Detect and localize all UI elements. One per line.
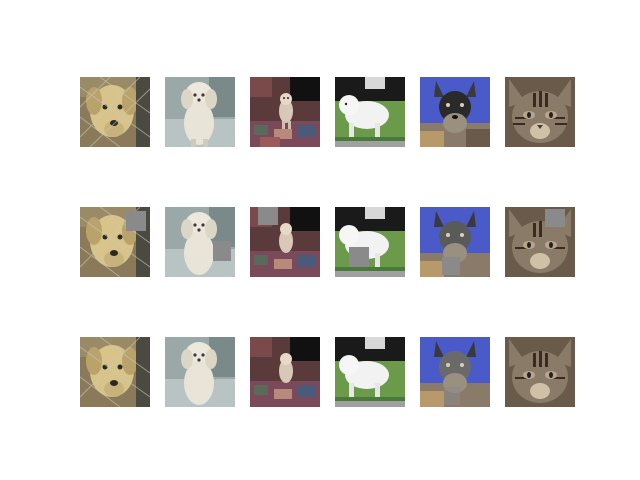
white-dog-image <box>165 337 235 407</box>
white-dog-grass-image <box>335 77 405 147</box>
tile-white-dog-grass-occluded <box>335 207 405 277</box>
small-dog-blanket-image <box>250 337 320 407</box>
reconstruction-artifact <box>444 387 460 405</box>
white-dog-image <box>165 77 235 147</box>
occlusion-patch <box>213 241 231 261</box>
tile-small-dog-blanket-occluded <box>250 207 320 277</box>
tile-dark-dog-blue <box>420 77 490 147</box>
tile-white-dog-grass <box>335 77 405 147</box>
tile-tabby-cat <box>505 77 575 147</box>
tile-tabby-cat-reconstructed <box>505 337 575 407</box>
white-dog-grass-image <box>335 337 405 407</box>
tile-white-dog-grass-reconstructed <box>335 337 405 407</box>
occlusion-patch <box>258 207 278 225</box>
row-reconstructed <box>80 337 576 407</box>
tabby-cat-image <box>505 337 575 407</box>
row-original <box>80 77 576 147</box>
small-dog-blanket-image <box>250 207 320 277</box>
small-dog-blanket-image <box>250 77 320 147</box>
tile-tan-dog <box>80 77 150 147</box>
occlusion-patch <box>545 209 565 227</box>
tile-small-dog-blanket <box>250 77 320 147</box>
tile-tabby-cat-occluded <box>505 207 575 277</box>
white-dog-image <box>165 207 235 277</box>
tile-tan-dog-reconstructed <box>80 337 150 407</box>
white-dog-grass-image <box>335 207 405 277</box>
tile-small-dog-blanket-reconstructed <box>250 337 320 407</box>
tabby-cat-image <box>505 77 575 147</box>
tile-tan-dog-occluded <box>80 207 150 277</box>
tile-white-dog-occluded <box>165 207 235 277</box>
row-occluded <box>80 207 576 277</box>
tan-dog-image <box>80 77 150 147</box>
tile-dark-dog-blue-occluded <box>420 207 490 277</box>
tile-white-dog-reconstructed <box>165 337 235 407</box>
tile-white-dog <box>165 77 235 147</box>
occlusion-patch <box>349 247 369 267</box>
tile-dark-dog-blue-reconstructed <box>420 337 490 407</box>
occlusion-patch <box>442 257 460 275</box>
tan-dog-image <box>80 337 150 407</box>
dark-dog-blue-image <box>420 77 490 147</box>
occlusion-patch <box>126 211 146 231</box>
